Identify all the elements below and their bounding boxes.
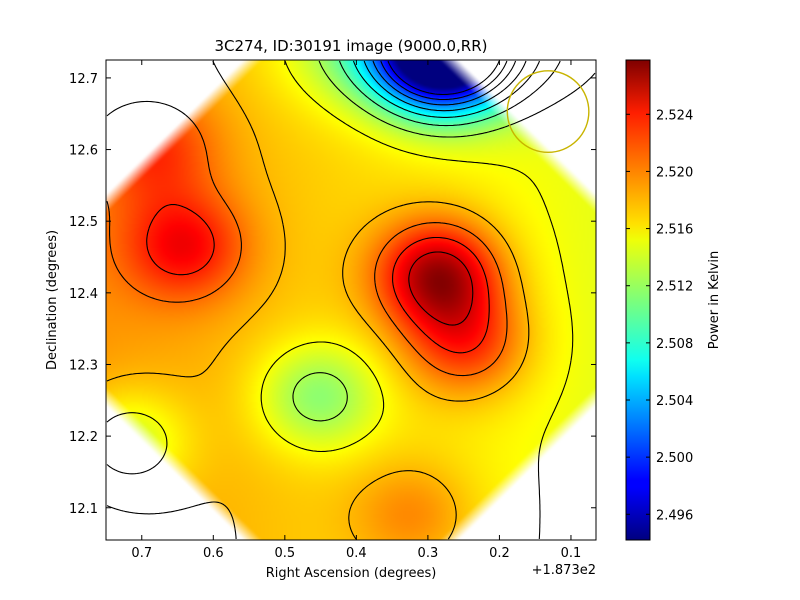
y-tick-label: 12.7: [69, 72, 98, 87]
colorbar-tick-label: 2.504: [656, 394, 693, 409]
colorbar: 2.496 2.500 2.504 2.508 2.512 2.516 2.520 2.524…: [625, 59, 722, 541]
contour-lines: [106, 60, 596, 540]
x-axis-ticks: 0.7 0.6 0.5 0.4 0.3 0.2 0.1: [131, 60, 581, 561]
x-tick-label: 0.2: [489, 546, 510, 561]
chart-title: 3C274, ID:30191 image (9000.0,RR): [215, 37, 488, 55]
x-tick-label: 0.1: [561, 546, 582, 561]
contour-line: [292, 60, 596, 422]
beam-circle: [506, 70, 590, 154]
contour-line: [380, 60, 508, 101]
x-axis-label: Right Ascension (degrees): [266, 566, 437, 581]
x-tick-label: 0.6: [203, 546, 224, 561]
colorbar-label: Power in Kelvin: [707, 251, 722, 349]
y-tick-label: 12.5: [69, 215, 98, 230]
x-offset-label: +1.873e2: [532, 563, 596, 578]
contour-line: [106, 100, 508, 377]
x-tick-label: 0.3: [418, 546, 439, 561]
heatmap-image: [106, 60, 596, 540]
x-tick-label: 0.5: [274, 546, 295, 561]
plot-frame: [105, 59, 597, 541]
y-tick-label: 12.2: [69, 430, 98, 445]
y-axis-label: Declination (degrees): [45, 230, 60, 370]
colorbar-tick-label: 2.500: [656, 451, 693, 466]
colorbar-tick-label: 2.516: [656, 223, 693, 238]
y-axis-ticks: 12.1 12.2 12.3 12.4 12.5 12.6 12.7: [69, 72, 596, 517]
x-tick-label: 0.7: [131, 546, 152, 561]
colorbar-tick-label: 2.508: [656, 337, 693, 352]
x-tick-label: 0.4: [346, 546, 367, 561]
contour-line: [338, 60, 561, 127]
contour-line: [387, 60, 500, 96]
y-tick-label: 12.3: [69, 358, 98, 373]
colorbar-tick-label: 2.512: [656, 280, 693, 295]
contour-line: [146, 203, 490, 354]
y-tick-label: 12.1: [69, 502, 98, 517]
colorbar-tick-label: 2.496: [656, 508, 693, 523]
colorbar-ticks: 2.496 2.500 2.504 2.508 2.512 2.516 2.520 2.524: [626, 108, 693, 523]
colorbar-gradient: [625, 59, 651, 541]
contour-line: [363, 60, 527, 112]
colorbar-tick-label: 2.524: [656, 108, 693, 123]
y-tick-label: 12.6: [69, 144, 98, 159]
plot-area: [105, 59, 597, 541]
colorbar-tick-label: 2.520: [656, 165, 693, 180]
contour-line: [106, 60, 574, 540]
contour-line: [408, 251, 474, 326]
contour-line: [352, 60, 541, 118]
y-tick-label: 12.4: [69, 287, 98, 302]
contour-line: [372, 60, 517, 106]
